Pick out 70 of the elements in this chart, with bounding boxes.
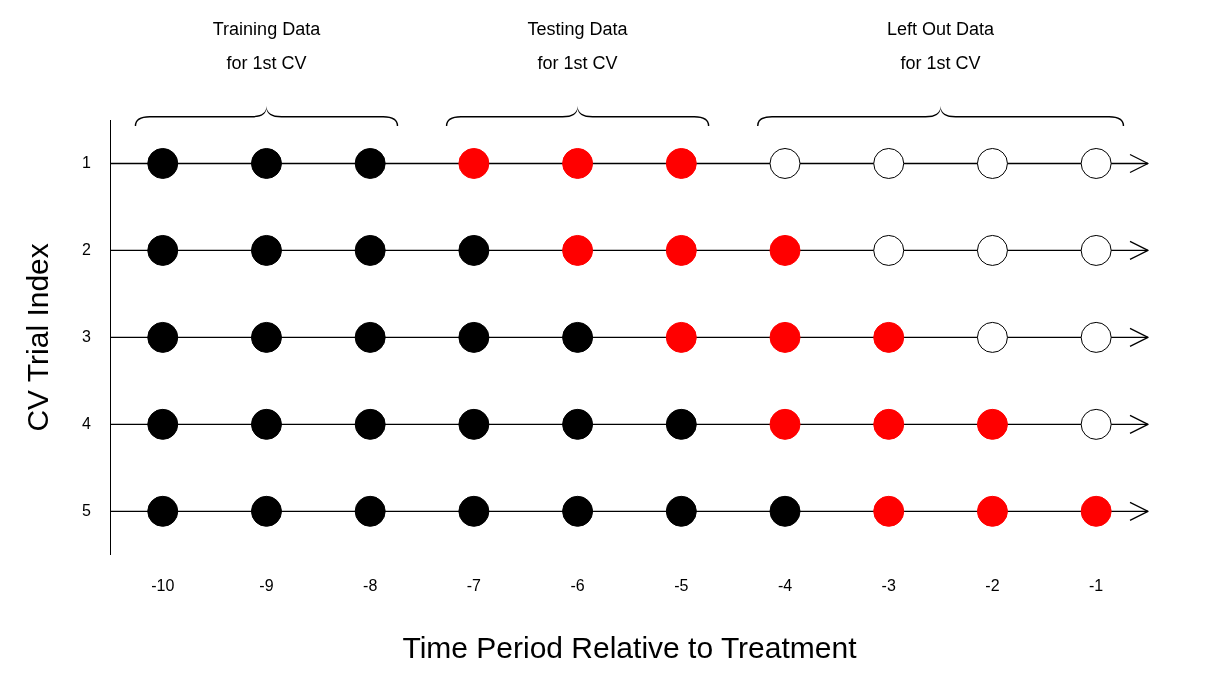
x-tick-label: -4 bbox=[777, 576, 793, 594]
point bbox=[354, 408, 386, 440]
x-tick-label: -6 bbox=[570, 576, 585, 594]
point bbox=[769, 408, 801, 440]
text: Testing Data for 1st CV bbox=[527, 18, 629, 73]
point bbox=[873, 408, 905, 440]
point bbox=[250, 408, 282, 440]
point bbox=[147, 234, 179, 266]
point bbox=[976, 408, 1008, 440]
point bbox=[665, 147, 697, 179]
x-tick-label: -8 bbox=[363, 576, 378, 594]
point bbox=[976, 495, 1008, 527]
x-tick-label: -2 bbox=[985, 576, 1000, 594]
point bbox=[354, 495, 386, 527]
point bbox=[250, 234, 282, 266]
point bbox=[354, 147, 386, 179]
point bbox=[665, 234, 697, 266]
x-tick-label: -3 bbox=[881, 576, 896, 594]
point bbox=[976, 147, 1008, 179]
y-axis-title: CV Trial Index bbox=[21, 243, 55, 432]
point bbox=[873, 147, 905, 179]
point bbox=[354, 234, 386, 266]
point bbox=[873, 495, 905, 527]
point bbox=[147, 495, 179, 527]
point bbox=[147, 321, 179, 353]
point bbox=[562, 147, 594, 179]
point bbox=[1080, 321, 1112, 353]
point bbox=[562, 408, 594, 440]
point bbox=[1080, 234, 1112, 266]
text: Training Data for 1st CV bbox=[212, 18, 322, 73]
point bbox=[458, 147, 490, 179]
point bbox=[147, 147, 179, 179]
point bbox=[665, 495, 697, 527]
point bbox=[665, 321, 697, 353]
point bbox=[458, 234, 490, 266]
x-axis-title: Time Period Relative to Treatment bbox=[402, 631, 858, 665]
x-tick-label: -5 bbox=[674, 576, 689, 594]
point bbox=[147, 408, 179, 440]
y-tick-label: 1 bbox=[81, 153, 91, 171]
point bbox=[1080, 147, 1112, 179]
y-tick-label: 4 bbox=[81, 414, 91, 432]
text: Left Out Data for 1st CV bbox=[887, 18, 996, 73]
y-tick-label: 5 bbox=[81, 501, 91, 519]
point bbox=[873, 234, 905, 266]
x-tick-label: -7 bbox=[466, 576, 482, 594]
x-tick-label: -9 bbox=[259, 576, 274, 594]
x-tick-label: -10 bbox=[151, 576, 175, 594]
point bbox=[1080, 408, 1112, 440]
x-tick-label: -1 bbox=[1089, 576, 1104, 594]
point bbox=[769, 234, 801, 266]
point bbox=[769, 147, 801, 179]
point bbox=[1080, 495, 1112, 527]
point bbox=[250, 495, 282, 527]
y-tick-label: 3 bbox=[81, 327, 91, 345]
point bbox=[769, 495, 801, 527]
point bbox=[458, 408, 490, 440]
point bbox=[250, 147, 282, 179]
point bbox=[250, 321, 282, 353]
point bbox=[458, 495, 490, 527]
point bbox=[562, 321, 594, 353]
point bbox=[976, 321, 1008, 353]
point bbox=[458, 321, 490, 353]
point bbox=[976, 234, 1008, 266]
point bbox=[562, 495, 594, 527]
point bbox=[665, 408, 697, 440]
point bbox=[769, 321, 801, 353]
point bbox=[873, 321, 905, 353]
point bbox=[562, 234, 594, 266]
y-tick-label: 2 bbox=[81, 240, 91, 258]
point bbox=[354, 321, 386, 353]
